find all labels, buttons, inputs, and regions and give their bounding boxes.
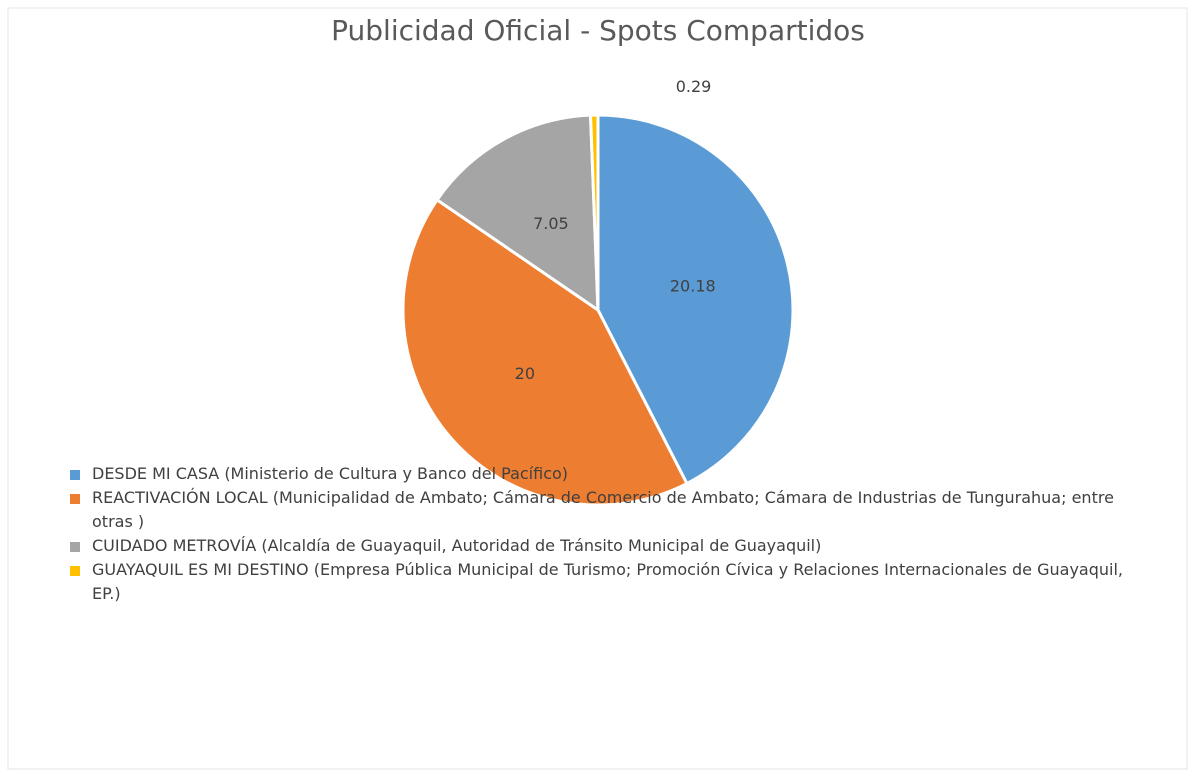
pie-slice	[596, 113, 795, 486]
legend-swatch	[70, 494, 80, 504]
pie-slice	[435, 113, 600, 313]
legend-item: REACTIVACIÓN LOCAL (Municipalidad de Amb…	[70, 486, 1140, 534]
data-label: 7.05	[533, 214, 569, 233]
legend-item: GUAYAQUIL ES MI DESTINO (Empresa Pública…	[70, 558, 1140, 606]
legend-label: CUIDADO METROVÍA (Alcaldía de Guayaquil,…	[92, 536, 822, 555]
legend-label: REACTIVACIÓN LOCAL (Municipalidad de Amb…	[92, 488, 1114, 531]
legend: DESDE MI CASA (Ministerio de Cultura y B…	[70, 462, 1140, 606]
pie-slice	[401, 197, 689, 507]
legend-item: CUIDADO METROVÍA (Alcaldía de Guayaquil,…	[70, 534, 1140, 558]
data-label: 20.18	[670, 277, 716, 296]
data-label: 0.29	[676, 77, 712, 96]
legend-swatch	[70, 470, 80, 480]
legend-label: GUAYAQUIL ES MI DESTINO (Empresa Pública…	[92, 560, 1123, 603]
legend-swatch	[70, 542, 80, 552]
pie-slice	[588, 113, 600, 311]
legend-swatch	[70, 566, 80, 576]
legend-label: DESDE MI CASA (Ministerio de Cultura y B…	[92, 464, 569, 483]
chart-title: Publicidad Oficial - Spots Compartidos	[331, 14, 865, 47]
legend-item: DESDE MI CASA (Ministerio de Cultura y B…	[70, 462, 1140, 486]
data-label: 20	[515, 364, 535, 383]
chart-border	[7, 7, 1188, 770]
